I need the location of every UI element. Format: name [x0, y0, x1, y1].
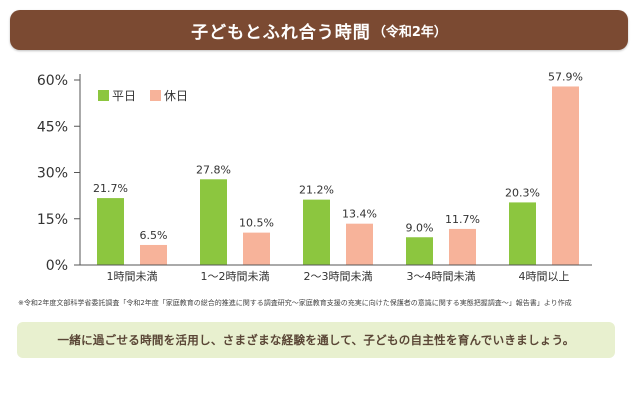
bar-chart: 0%15%30%45%60% 平日 休日 21.7%6.5%27.8%10.5%2… [37, 70, 592, 283]
legend-label-2: 休日 [164, 89, 188, 103]
data-label: 6.5% [140, 229, 168, 242]
title-bar: 子どもとふれ合う時間 （令和2年） [10, 10, 628, 50]
data-label: 20.3% [505, 186, 540, 199]
x-tick-label: 4時間以上 [519, 270, 570, 283]
y-tick-label: 60% [37, 73, 68, 89]
bar-holiday [243, 232, 270, 265]
bar-weekday [303, 199, 330, 265]
bar-holiday [346, 223, 373, 265]
bar-holiday [552, 86, 579, 265]
bar-weekday [509, 202, 536, 265]
legend-swatch-2 [150, 90, 161, 101]
bar-weekday [200, 179, 227, 265]
data-label: 21.7% [93, 182, 128, 195]
x-tick-label: 2～3時間未満 [304, 270, 373, 283]
message-box: 一緒に過ごせる時間を活用し、さまざまな経験を通して、子どもの自主性を育んでいきま… [17, 322, 615, 358]
bar-weekday [97, 198, 124, 265]
data-label: 57.9% [548, 70, 583, 83]
bar-holiday [140, 244, 167, 265]
bar-holiday [449, 228, 476, 265]
x-tick-label: 3～4時間未満 [407, 270, 476, 283]
chart-subtitle: （令和2年） [372, 24, 447, 40]
y-tick-label: 0% [46, 258, 68, 274]
bars: 21.7% 6.5% 27.8% 10.5% 21.2% 13.4% 9.0% 11.7% 20… [93, 70, 583, 265]
legend: 平日 休日 [98, 89, 188, 103]
y-tick-label: 45% [37, 119, 68, 135]
y-axis: 0% 15% 30% 45% 60% [37, 73, 81, 274]
x-axis: 1時間未満 1～2時間未満 2～3時間未満 3～4時間未満 4時間以上 [80, 264, 592, 283]
source-note: ※令和2年度文部科学省委託調査「令和2年度「家庭教育の総合的推進に関する調査研究… [18, 299, 572, 307]
y-tick-label: 30% [37, 166, 68, 182]
x-tick-label: 1時間未満 [107, 270, 158, 283]
bar-weekday [406, 237, 433, 265]
data-label: 27.8% [196, 163, 231, 176]
message-text: 一緒に過ごせる時間を活用し、さまざまな経験を通して、子どもの自主性を育んでいきま… [57, 333, 575, 347]
data-label: 11.7% [445, 213, 480, 226]
x-tick-label: 1～2時間未満 [201, 270, 270, 283]
data-label: 9.0% [406, 221, 434, 234]
data-label: 13.4% [342, 208, 377, 221]
chart-title: 子どもとふれ合う時間 [191, 22, 371, 43]
data-label: 10.5% [239, 217, 274, 230]
legend-label-1: 平日 [112, 89, 136, 103]
legend-swatch-1 [98, 90, 109, 101]
y-tick-label: 15% [37, 212, 68, 228]
data-label: 21.2% [299, 184, 334, 197]
